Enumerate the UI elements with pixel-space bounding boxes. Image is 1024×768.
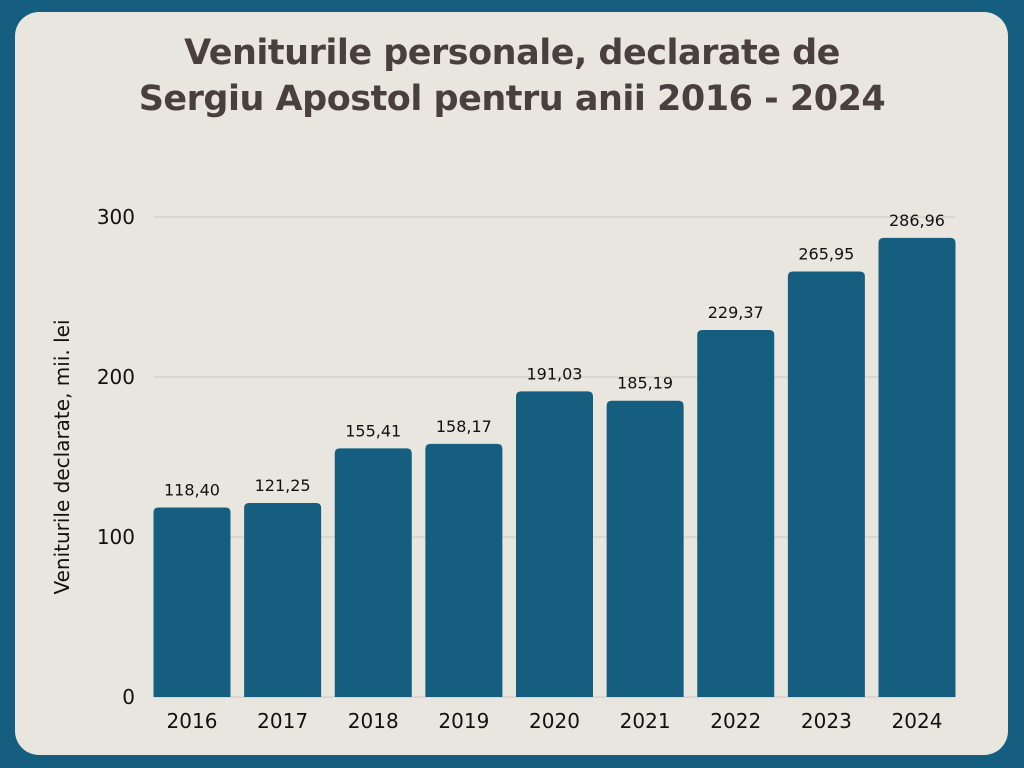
data-label: 185,19 bbox=[617, 374, 673, 393]
data-label: 191,03 bbox=[527, 364, 583, 383]
data-label: 155,41 bbox=[345, 421, 401, 440]
x-tick-label: 2019 bbox=[438, 709, 489, 733]
y-tick-label: 300 bbox=[97, 205, 135, 229]
x-tick-label: 2021 bbox=[620, 709, 671, 733]
data-label: 118,40 bbox=[164, 481, 220, 500]
x-tick-label: 2022 bbox=[710, 709, 761, 733]
x-tick-label: 2018 bbox=[348, 709, 399, 733]
data-label: 286,96 bbox=[889, 211, 945, 230]
bar bbox=[787, 271, 865, 697]
title-line-1: Veniturile personale, declarate de bbox=[184, 33, 840, 73]
bar bbox=[425, 443, 503, 697]
bar bbox=[334, 448, 412, 697]
x-tick-label: 2020 bbox=[529, 709, 580, 733]
data-label: 158,17 bbox=[436, 417, 492, 436]
title-line-2: Sergiu Apostol pentru anii 2016 - 2024 bbox=[138, 79, 886, 119]
bar bbox=[878, 237, 956, 697]
bar bbox=[244, 503, 322, 697]
y-tick-label: 200 bbox=[97, 365, 135, 389]
data-label: 229,37 bbox=[708, 303, 764, 322]
chart-title: Veniturile personale, declarate de Sergi… bbox=[0, 30, 1024, 122]
x-tick-label: 2023 bbox=[801, 709, 852, 733]
data-label: 121,25 bbox=[255, 476, 311, 495]
data-label: 265,95 bbox=[798, 244, 854, 263]
x-tick-label: 2024 bbox=[892, 709, 943, 733]
bar bbox=[516, 391, 593, 697]
bar bbox=[697, 330, 775, 697]
bar bbox=[606, 400, 684, 697]
y-axis-label: Veniturile declarate, mii. lei bbox=[50, 319, 74, 594]
y-tick-label: 100 bbox=[97, 525, 135, 549]
x-tick-label: 2016 bbox=[167, 709, 218, 733]
bar bbox=[153, 507, 231, 697]
y-tick-label: 0 bbox=[122, 685, 135, 709]
x-tick-label: 2017 bbox=[257, 709, 308, 733]
